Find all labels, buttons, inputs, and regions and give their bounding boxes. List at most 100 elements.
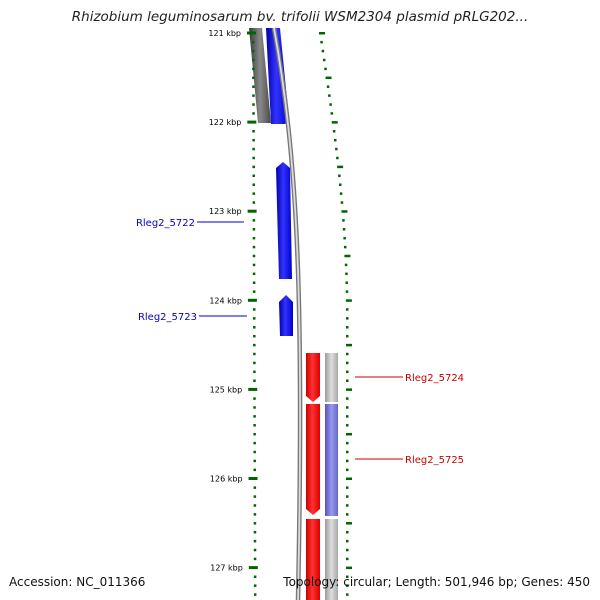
- outer-tick: [346, 539, 349, 543]
- minor-tick: [253, 441, 256, 445]
- outer-tick: [339, 192, 343, 195]
- minor-tick: [252, 138, 255, 142]
- outer-tick: [342, 219, 345, 222]
- minor-tick: [252, 58, 255, 62]
- gene-label-layer: Rleg2_5722 Rleg2_5723 Rleg2_5724 Rleg2_5725: [136, 218, 464, 466]
- gene-label[interactable]: Rleg2_5724: [405, 373, 464, 384]
- minor-tick: [252, 147, 255, 151]
- outer-tick: [346, 370, 349, 374]
- outer-tick: [330, 112, 334, 115]
- minor-tick: [252, 290, 256, 293]
- outer-tick: [346, 513, 349, 516]
- outer-tick: [346, 557, 349, 561]
- outer-tick: [346, 406, 349, 409]
- major-tick: [248, 477, 258, 480]
- outer-tick: [338, 174, 341, 178]
- gene-arrow-rleg2-5722[interactable]: [276, 162, 292, 279]
- minor-tick: [253, 406, 256, 409]
- minor-tick: [252, 174, 255, 178]
- major-tick: [247, 209, 257, 213]
- minor-tick: [253, 468, 257, 472]
- minor-tick: [252, 85, 255, 88]
- gene-label[interactable]: Rleg2_5722: [136, 218, 195, 229]
- outer-tick: [334, 138, 337, 142]
- minor-tick: [252, 67, 255, 71]
- major-tick: [248, 566, 258, 570]
- minor-tick: [253, 459, 256, 463]
- outer-tick: [346, 326, 349, 329]
- minor-tick: [253, 548, 257, 552]
- outer-tick: [324, 67, 327, 71]
- minor-tick: [252, 192, 256, 195]
- outer-tick: [346, 352, 349, 356]
- minor-tick: [252, 281, 256, 284]
- accession-text: Accession: NC_011366: [9, 575, 146, 589]
- outer-tick: [346, 441, 349, 445]
- topology-text: Topology: circular; Length: 501,946 bp; …: [283, 575, 590, 589]
- major-tick: [247, 298, 257, 302]
- outer-tick: [346, 397, 349, 400]
- outer-tick: [329, 103, 332, 106]
- minor-tick: [253, 334, 256, 338]
- outer-tick: [342, 228, 346, 231]
- outer-tick: [346, 450, 349, 454]
- minor-tick: [253, 584, 257, 587]
- outer-tick: [346, 424, 349, 427]
- major-tick: [247, 31, 256, 35]
- outer-tick: [344, 263, 348, 267]
- outer-tick: [339, 183, 342, 186]
- outer-tick: [346, 575, 349, 579]
- outer-tick: [332, 130, 336, 133]
- outer-tick: [346, 388, 352, 391]
- outer-tick: [346, 361, 349, 365]
- outer-tick: [343, 245, 347, 249]
- gene-label[interactable]: Rleg2_5725: [405, 455, 464, 466]
- minor-tick: [253, 539, 257, 543]
- minor-tick: [252, 272, 256, 276]
- minor-tick: [252, 40, 255, 44]
- minor-tick: [253, 522, 257, 525]
- minor-tick: [252, 317, 256, 320]
- minor-tick: [253, 557, 257, 561]
- minor-tick: [252, 228, 256, 231]
- major-tick: [247, 120, 257, 124]
- tick-label: 127 kbp: [210, 564, 243, 573]
- minor-tick: [253, 575, 257, 579]
- minor-tick: [253, 397, 256, 400]
- outer-tick: [345, 308, 349, 311]
- gene-arrow-rleg2-5724[interactable]: [306, 353, 320, 402]
- tick-layer: 121 kbp 122 kbp 123 kbp 124 kbp 125 kbp 126 k…: [208, 29, 352, 596]
- gene-label[interactable]: Rleg2_5723: [138, 312, 197, 323]
- minor-tick: [252, 201, 256, 204]
- outer-tick: [346, 566, 352, 570]
- minor-tick: [253, 486, 257, 489]
- minor-tick: [252, 94, 255, 97]
- outer-tick: [320, 40, 323, 44]
- gene-arrow-rleg2-5723[interactable]: [279, 295, 293, 336]
- outer-tick: [346, 468, 349, 472]
- outer-tick: [344, 254, 351, 258]
- outer-tick: [346, 548, 349, 552]
- outer-tick: [335, 147, 338, 151]
- tick-label: 123 kbp: [209, 207, 242, 216]
- minor-tick: [253, 432, 256, 436]
- outer-tick: [346, 459, 349, 463]
- outer-tick: [336, 156, 339, 160]
- minor-tick: [253, 495, 257, 498]
- tick-label: 125 kbp: [210, 385, 243, 394]
- outer-tick: [325, 76, 332, 80]
- minor-tick: [253, 424, 256, 427]
- minor-tick: [253, 530, 257, 534]
- outer-tick: [346, 584, 349, 587]
- gene-arrow-next-red: [306, 519, 320, 600]
- cog-track-purple: [325, 404, 338, 516]
- outer-tick: [346, 432, 352, 436]
- minor-tick: [253, 415, 256, 418]
- gene-arrow-rleg2-5725[interactable]: [306, 404, 320, 515]
- outer-tick: [341, 210, 348, 213]
- minor-tick: [253, 370, 256, 374]
- minor-tick: [252, 219, 256, 222]
- outer-tick: [322, 58, 326, 62]
- outer-tick: [346, 593, 349, 596]
